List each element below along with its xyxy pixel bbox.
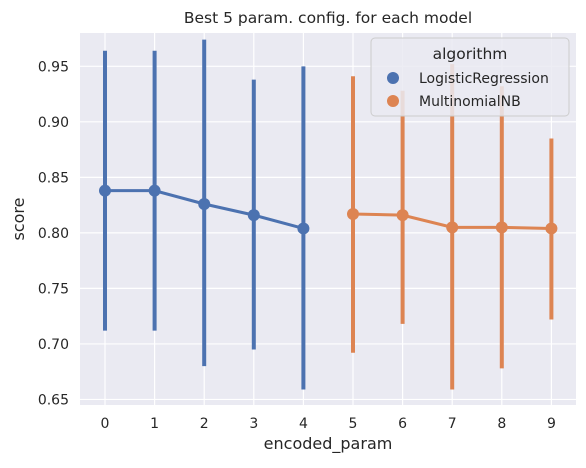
x-tick-label: 4 (299, 416, 308, 432)
x-tick-label: 8 (497, 416, 506, 432)
data-point (347, 208, 359, 221)
series-logisticregression (99, 39, 310, 390)
x-tick-label: 2 (200, 416, 209, 432)
data-point (148, 184, 161, 197)
y-tick-label: 0.95 (38, 59, 69, 75)
data-point (247, 209, 260, 222)
x-tick-label: 7 (448, 416, 457, 432)
x-axis-label: encoded_param (264, 434, 393, 454)
y-tick-label: 0.80 (38, 226, 69, 242)
legend: algorithm LogisticRegression Multinomial… (370, 37, 570, 117)
y-tick-label: 0.85 (38, 170, 69, 186)
series-multinomialnb (347, 64, 558, 390)
x-tick-label: 1 (150, 416, 159, 432)
data-point (99, 184, 111, 197)
series-layer (99, 39, 558, 390)
x-tick-label: 0 (101, 416, 110, 432)
x-tick-label: 9 (547, 416, 556, 432)
y-tick-label: 0.75 (38, 281, 69, 297)
y-tick-labels: 0.65 0.70 0.75 0.80 0.85 0.90 0.95 (38, 59, 69, 408)
legend-title: algorithm (433, 45, 508, 63)
x-tick-label: 3 (249, 416, 258, 432)
data-point (545, 222, 558, 235)
x-tick-label: 5 (349, 416, 358, 432)
legend-marker-logisticregression (387, 72, 399, 84)
x-tick-labels: 0 1 2 3 4 5 6 7 8 9 (101, 416, 556, 432)
data-point (297, 222, 310, 235)
data-point (396, 209, 409, 222)
chart-title: Best 5 param. config. for each model (184, 9, 472, 27)
x-tick-label: 6 (398, 416, 407, 432)
y-axis-label: score (9, 198, 28, 241)
y-tick-label: 0.70 (38, 337, 69, 353)
legend-marker-multinomialnb (387, 95, 399, 107)
legend-label-multinomialnb: MultinomialNB (419, 94, 521, 110)
legend-box (370, 37, 570, 117)
data-point (495, 221, 508, 234)
y-tick-label: 0.90 (38, 115, 69, 131)
y-tick-label: 0.65 (38, 392, 69, 408)
legend-label-logisticregression: LogisticRegression (419, 71, 549, 87)
data-point (446, 221, 459, 234)
data-point (198, 198, 211, 211)
